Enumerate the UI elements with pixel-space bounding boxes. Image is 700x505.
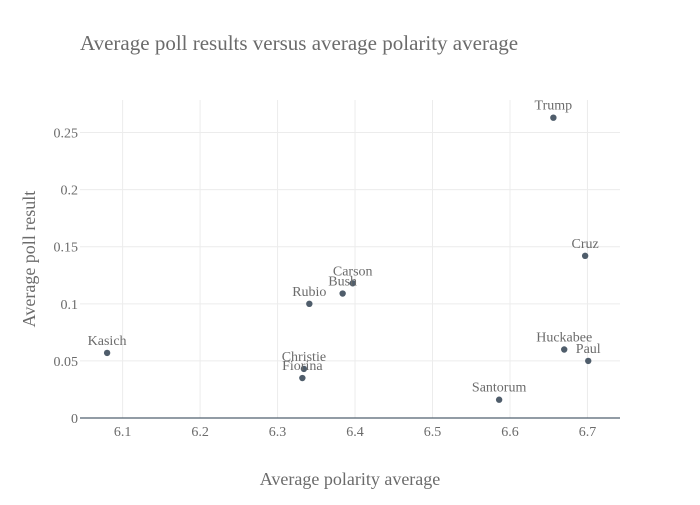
data-point bbox=[349, 280, 356, 287]
x-tick-label: 6.7 bbox=[579, 425, 597, 440]
data-point bbox=[585, 357, 592, 365]
x-tick-label: 6.6 bbox=[501, 425, 519, 440]
x-tick-label: 6.3 bbox=[269, 425, 287, 440]
y-tick-labels: 0 0.05 0.1 0.15 0.2 0.25 bbox=[54, 127, 79, 427]
point-label: Trump bbox=[535, 99, 573, 114]
y-axis-title: Average poll result bbox=[19, 191, 39, 328]
point-label: Bush bbox=[328, 275, 357, 290]
y-tick-label: 0.2 bbox=[61, 184, 79, 199]
point-label: Kasich bbox=[88, 334, 127, 349]
point-label: Santorum bbox=[472, 381, 527, 396]
data-point bbox=[581, 252, 589, 260]
data-point bbox=[300, 365, 308, 373]
data-point bbox=[103, 349, 111, 357]
point-label: Cruz bbox=[572, 237, 599, 252]
y-tick-label: 0.05 bbox=[54, 355, 79, 370]
data-point bbox=[495, 396, 503, 403]
data-point bbox=[550, 114, 557, 121]
x-tick-label: 6.5 bbox=[424, 425, 442, 440]
y-tick-label: 0.15 bbox=[54, 241, 79, 256]
data-point bbox=[299, 374, 306, 382]
data-point bbox=[561, 346, 568, 353]
y-tick-label: 0.25 bbox=[54, 127, 79, 142]
grid-layer bbox=[80, 100, 620, 418]
point-label: Paul bbox=[576, 342, 601, 357]
y-tick-label: 0 bbox=[71, 412, 78, 427]
point-label: Carson bbox=[333, 264, 373, 279]
point-label: Rubio bbox=[292, 285, 326, 300]
chart-title: Average poll results versus average pola… bbox=[80, 31, 518, 55]
data-points bbox=[103, 114, 592, 403]
data-point bbox=[306, 300, 313, 308]
x-tick-label: 6.4 bbox=[346, 425, 364, 440]
data-point bbox=[339, 290, 346, 297]
y-tick-label: 0.1 bbox=[61, 298, 79, 313]
x-tick-label: 6.2 bbox=[191, 425, 209, 440]
x-tick-label: 6.1 bbox=[114, 425, 132, 440]
point-label: Christie bbox=[282, 350, 326, 365]
x-tick-labels: 6.1 6.2 6.3 6.4 6.5 6.6 6.7 bbox=[114, 425, 596, 440]
point-label: Huckabee bbox=[536, 330, 592, 345]
point-label: Fiorina bbox=[282, 359, 323, 374]
x-axis-title: Average polarity average bbox=[260, 469, 441, 489]
